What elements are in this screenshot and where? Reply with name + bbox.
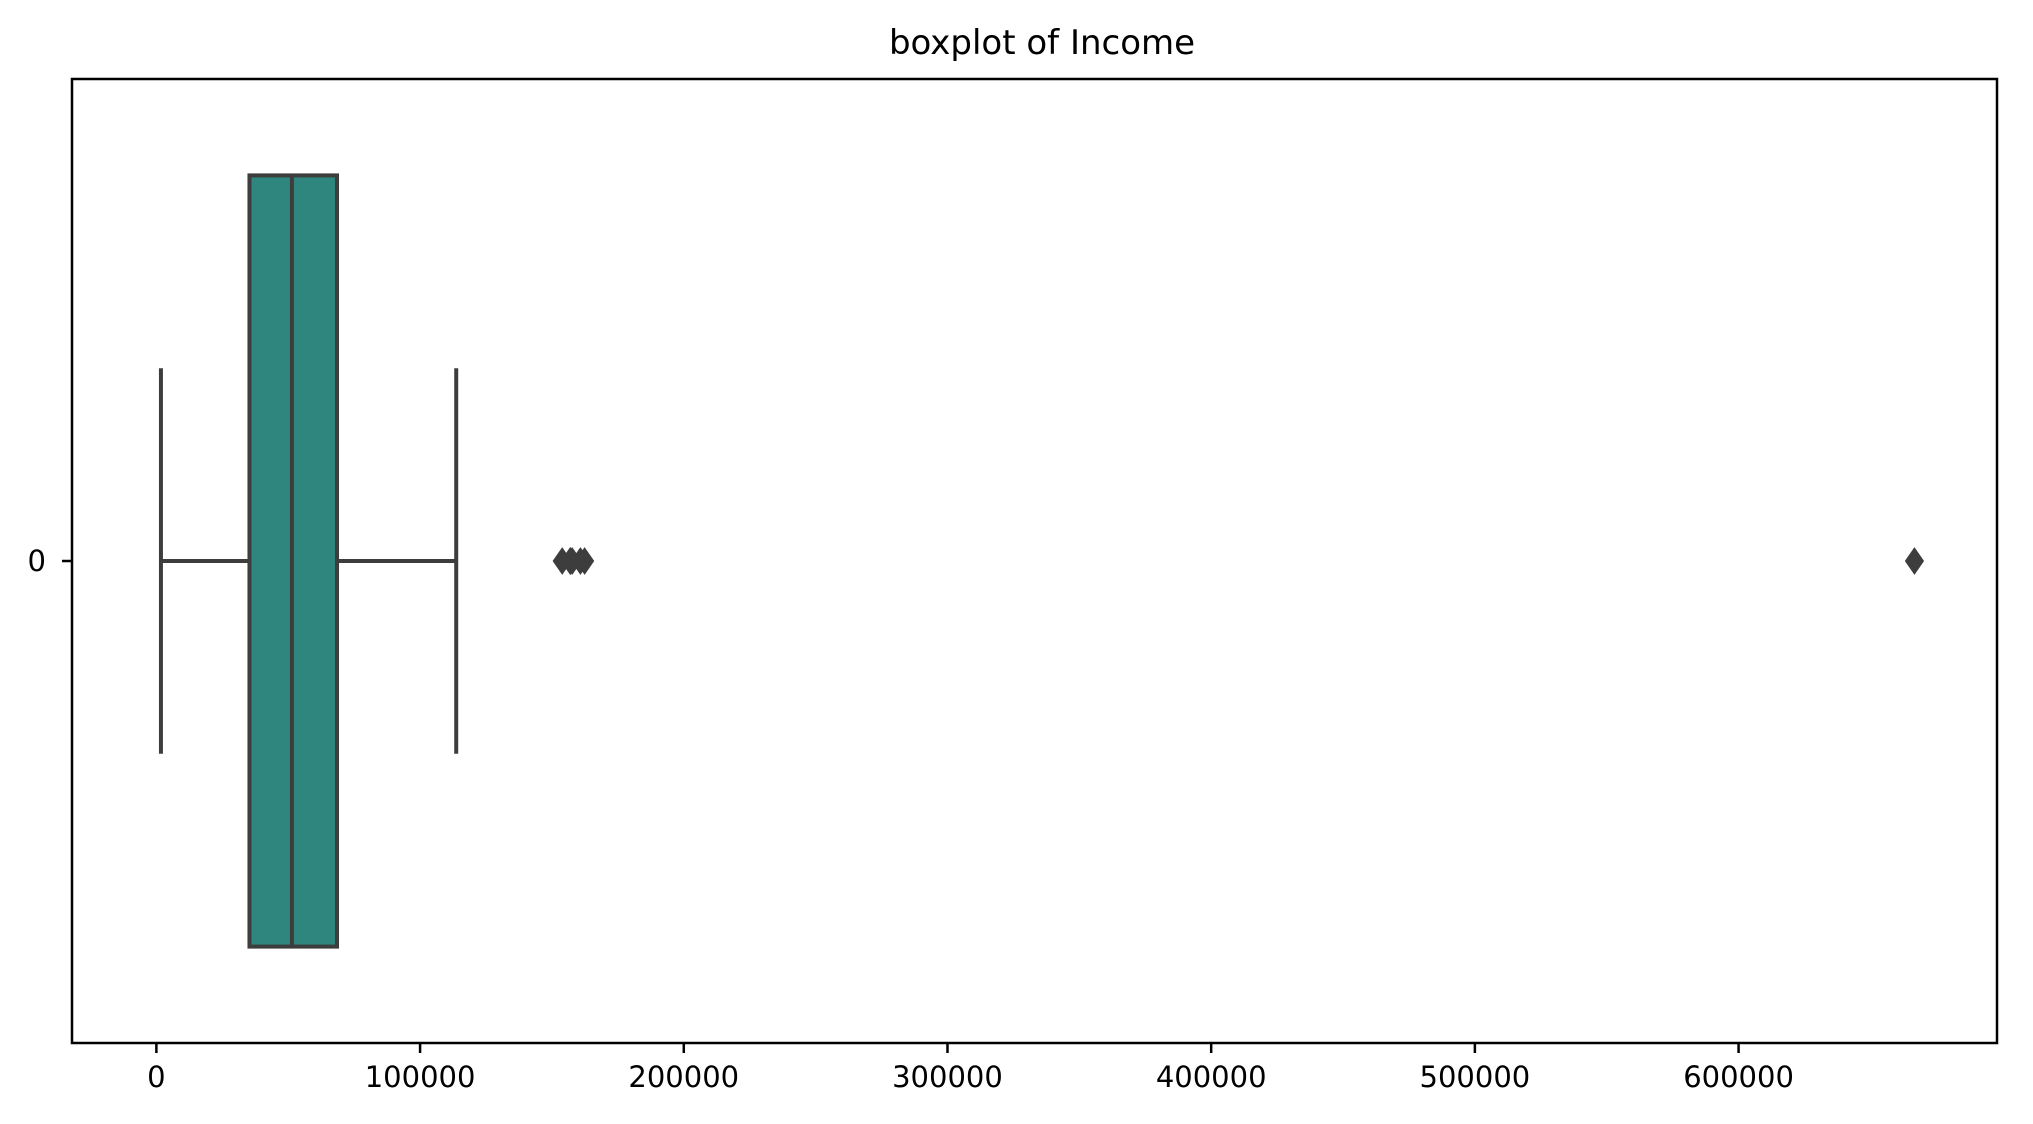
x-tick-label: 100000	[365, 1060, 476, 1094]
x-tick-label: 0	[147, 1060, 165, 1094]
y-axis: 0	[28, 544, 72, 578]
chart-marks	[158, 173, 1925, 949]
chart-title: boxplot of Income	[889, 23, 1195, 63]
x-tick-label: 500000	[1420, 1060, 1531, 1094]
x-tick-label: 400000	[1156, 1060, 1267, 1094]
x-tick-label: 300000	[892, 1060, 1003, 1094]
outlier-point	[575, 547, 595, 575]
x-tick-label: 600000	[1683, 1060, 1794, 1094]
x-axis: 0 100000 200000 300000 400000 500000 600000	[147, 1043, 1794, 1094]
y-tick-label: 0	[28, 544, 46, 578]
outlier-point	[1904, 547, 1925, 575]
x-tick-label: 200000	[628, 1060, 739, 1094]
